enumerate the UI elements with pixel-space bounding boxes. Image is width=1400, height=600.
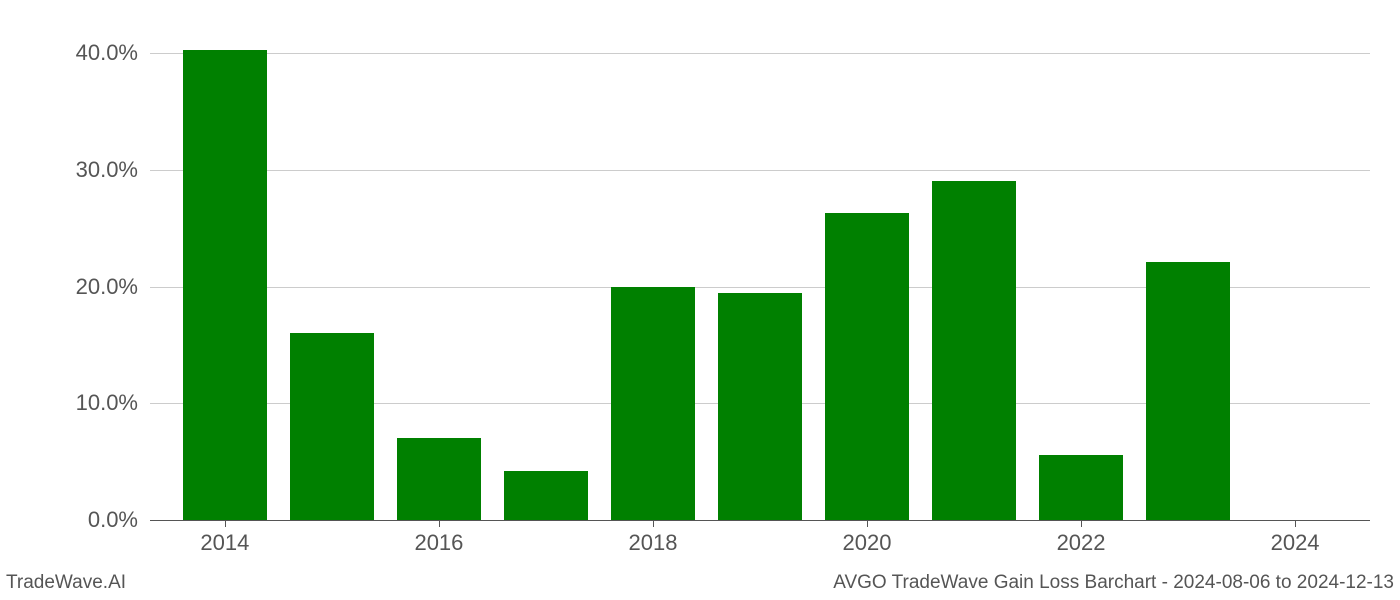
- bar-2020: [825, 213, 908, 520]
- x-tick-label: 2018: [628, 520, 677, 556]
- bar-2017: [504, 471, 587, 520]
- watermark-left: TradeWave.AI: [6, 572, 126, 594]
- caption-right: AVGO TradeWave Gain Loss Barchart - 2024…: [833, 572, 1394, 594]
- bar-2023: [1146, 262, 1229, 520]
- y-gridline: [150, 53, 1370, 54]
- x-tick-label: 2022: [1057, 520, 1106, 556]
- bar-2016: [397, 438, 480, 520]
- x-tick-label: 2016: [414, 520, 463, 556]
- x-tick-label: 2024: [1271, 520, 1320, 556]
- bar-2018: [611, 287, 694, 520]
- y-gridline: [150, 170, 1370, 171]
- bar-2019: [718, 293, 801, 521]
- plot-area: 0.0%10.0%20.0%30.0%40.0%2014201620182020…: [150, 30, 1370, 520]
- y-tick-label: 10.0%: [76, 390, 150, 416]
- bar-2015: [290, 333, 373, 520]
- x-axis-baseline: [150, 520, 1370, 521]
- bar-2022: [1039, 455, 1122, 520]
- bar-2021: [932, 181, 1015, 521]
- x-tick-label: 2014: [200, 520, 249, 556]
- y-tick-label: 40.0%: [76, 40, 150, 66]
- y-tick-label: 30.0%: [76, 157, 150, 183]
- x-tick-label: 2020: [843, 520, 892, 556]
- gain-loss-bar-chart: 0.0% 10.0% 20.0% 30.0% 40.0% 2014 2016 2018 2020…: [0, 0, 1400, 600]
- y-tick-label: 0.0%: [88, 507, 150, 533]
- y-tick-label: 20.0%: [76, 274, 150, 300]
- bar-2014: [183, 50, 266, 520]
